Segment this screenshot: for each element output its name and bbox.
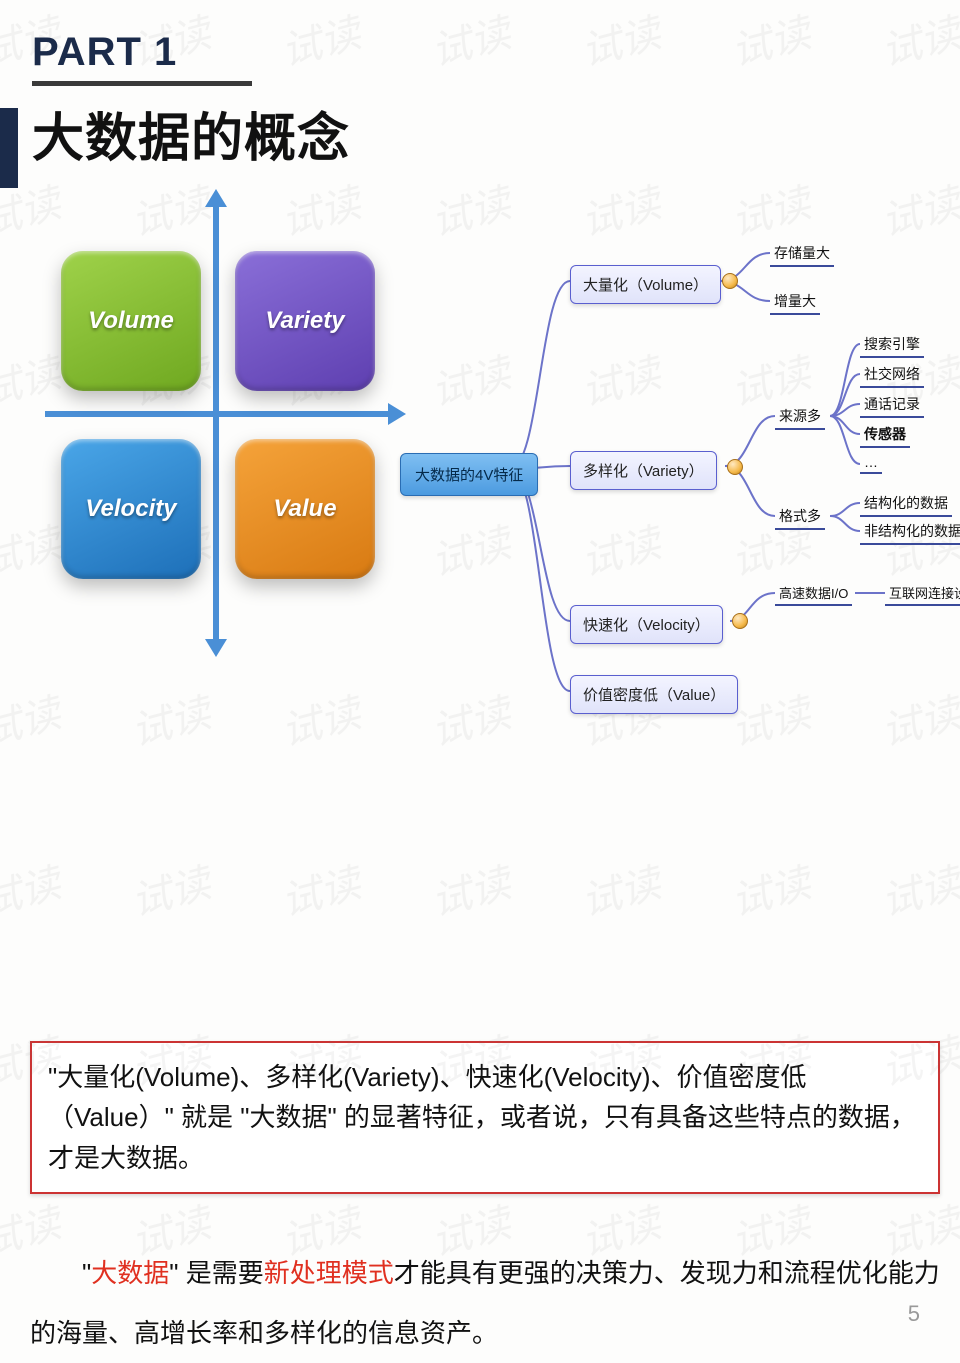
page-title: 大数据的概念 bbox=[32, 96, 960, 171]
arrow-up-icon bbox=[205, 189, 227, 207]
def-pre: " bbox=[82, 1258, 91, 1288]
mm-sub-source: 来源多 bbox=[775, 404, 825, 430]
mm-node-velocity: 快速化（Velocity） bbox=[570, 605, 723, 644]
mm-leaf: 增量大 bbox=[770, 289, 820, 315]
mm-sub-format: 格式多 bbox=[775, 504, 825, 530]
mm-node-variety: 多样化（Variety） bbox=[570, 451, 717, 490]
tile-value: Value bbox=[235, 439, 375, 579]
def-highlight: 新处理模式 bbox=[264, 1258, 394, 1288]
mm-leaf: 存储量大 bbox=[770, 241, 834, 267]
tile-variety: Variety bbox=[235, 251, 375, 391]
mm-leaf: 通话记录 bbox=[860, 392, 924, 418]
def-highlight: 大数据 bbox=[91, 1258, 169, 1288]
collapse-badge-icon bbox=[722, 273, 738, 289]
mm-root: 大数据的4V特征 bbox=[400, 453, 538, 496]
mm-sub-io: 高速数据I/O bbox=[775, 581, 852, 606]
quadrant-diagram: Volume Variety Velocity Value bbox=[55, 211, 385, 641]
tile-volume: Volume bbox=[61, 251, 201, 391]
part-label: PART 1 bbox=[32, 30, 960, 75]
mm-leaf: 非结构化的数据 bbox=[860, 519, 960, 545]
mm-node-volume: 大量化（Volume） bbox=[570, 265, 721, 304]
tile-velocity: Velocity bbox=[61, 439, 201, 579]
mm-node-value: 价值密度低（Value） bbox=[570, 675, 738, 714]
mm-leaf: 互联网连接设备数量增长 bbox=[885, 581, 960, 606]
definition-text: "大数据" 是需要新处理模式才能具有更强的决策力、发现力和流程优化能力的海量、高… bbox=[30, 1244, 940, 1363]
collapse-badge-icon bbox=[727, 459, 743, 475]
title-accent-bar bbox=[0, 108, 18, 188]
axis-vertical bbox=[213, 201, 219, 641]
mm-leaf: 结构化的数据 bbox=[860, 491, 952, 517]
mm-leaf: … bbox=[860, 452, 882, 474]
part-underline bbox=[32, 81, 252, 86]
mindmap-diagram: 大数据的4V特征 大量化（Volume） 存储量大 增量大 多样化（Variet… bbox=[400, 211, 955, 741]
def-mid: " 是需要 bbox=[169, 1258, 263, 1288]
arrow-down-icon bbox=[205, 639, 227, 657]
slide-header: PART 1 大数据的概念 bbox=[0, 0, 960, 171]
mm-leaf: 社交网络 bbox=[860, 362, 924, 388]
content-area: Volume Variety Velocity Value bbox=[0, 211, 960, 811]
mm-leaf: 传感器 bbox=[860, 422, 910, 448]
summary-box: "大量化(Volume)、多样化(Variety)、快速化(Velocity)、… bbox=[30, 1041, 940, 1194]
mm-leaf: 搜索引擎 bbox=[860, 332, 924, 358]
collapse-badge-icon bbox=[732, 613, 748, 629]
page-number: 5 bbox=[908, 1301, 920, 1327]
axis-horizontal bbox=[45, 411, 390, 417]
